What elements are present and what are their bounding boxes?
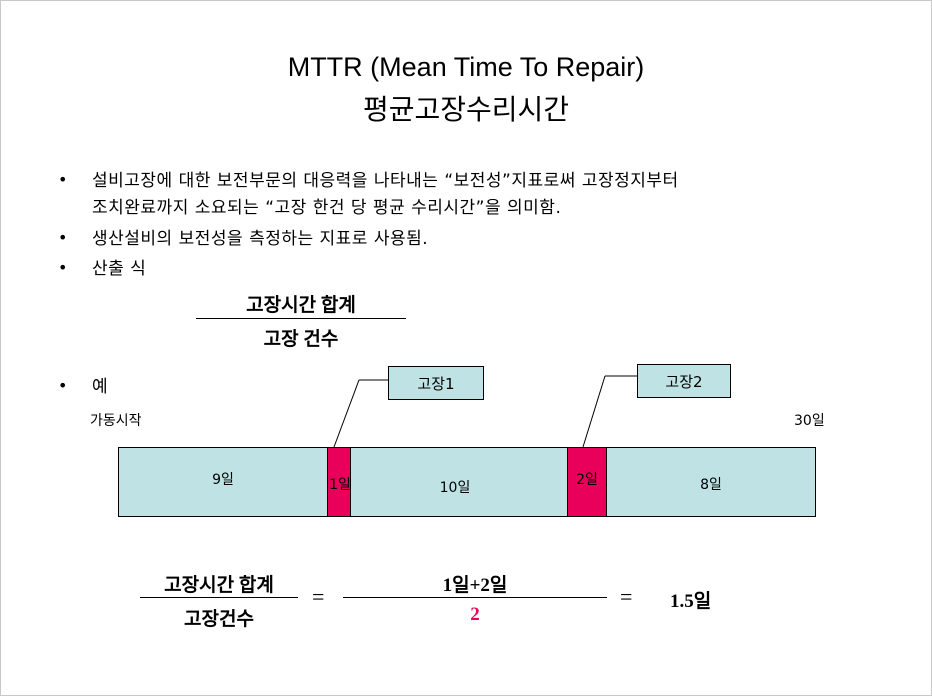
timeline-end-label: 30일 xyxy=(794,413,825,429)
bullet-example-heading: 예 xyxy=(92,377,109,397)
failure-1-callout: 고장1 xyxy=(388,366,484,400)
segment-label: 10일 xyxy=(439,480,471,496)
calc-label-denominator: 고장건수 xyxy=(184,609,254,630)
callout-1-leader xyxy=(333,379,360,448)
slide-title: MTTR (Mean Time To Repair) xyxy=(287,52,645,82)
formula-fraction-line xyxy=(196,318,406,319)
formula-denominator: 고장 건수 xyxy=(263,329,339,350)
bullet-definition-line2: 조치완료까지 소요되는 “고장 한건 당 평균 수리시간”을 의미함. xyxy=(92,198,562,218)
failure-2-callout: 고장2 xyxy=(637,364,731,398)
formula-numerator: 고장시간 합계 xyxy=(246,295,356,316)
calc-value-denominator: 2 xyxy=(470,604,480,625)
segment-label: 2일 xyxy=(576,472,598,488)
segment-label: 9일 xyxy=(212,472,234,488)
equals-sign: = xyxy=(620,584,633,609)
timeline-segment-operating: 8일 xyxy=(606,447,816,517)
bullet-marker: • xyxy=(58,376,68,395)
timeline-bar: 9일 1일 10일 2일 8일 xyxy=(118,447,816,517)
segment-label: 8일 xyxy=(700,477,722,493)
calc-label-numerator: 고장시간 합계 xyxy=(164,575,274,596)
bullet-formula-heading: 산출 식 xyxy=(92,259,147,279)
bullet-marker: • xyxy=(58,258,68,277)
bullet-marker: • xyxy=(58,228,68,247)
timeline-segment-failure: 2일 xyxy=(567,447,607,517)
segment-label: 1일 xyxy=(329,477,351,493)
equals-sign: = xyxy=(312,584,325,609)
timeline-segment-operating: 10일 xyxy=(350,447,568,517)
calc-value-numerator: 1일+2일 xyxy=(442,575,508,596)
bullet-usage: 생산설비의 보전성을 측정하는 지표로 사용됨. xyxy=(92,229,429,249)
callout-2-leader xyxy=(582,375,606,448)
calc-result: 1.5일 xyxy=(670,591,712,612)
calc-label-fraction-line xyxy=(140,597,298,598)
timeline-start-label: 가동시작 xyxy=(90,413,142,429)
timeline-segment-failure: 1일 xyxy=(327,447,351,517)
bullet-marker: • xyxy=(58,170,68,189)
bullet-definition-line1: 설비고장에 대한 보전부문의 대응력을 나타내는 “보전성”지표로써 고장정지부… xyxy=(92,171,679,191)
slide-subtitle: 평균고장수리시간 xyxy=(362,93,570,126)
calc-value-fraction-line xyxy=(343,597,607,598)
timeline-segment-operating: 9일 xyxy=(118,447,328,517)
